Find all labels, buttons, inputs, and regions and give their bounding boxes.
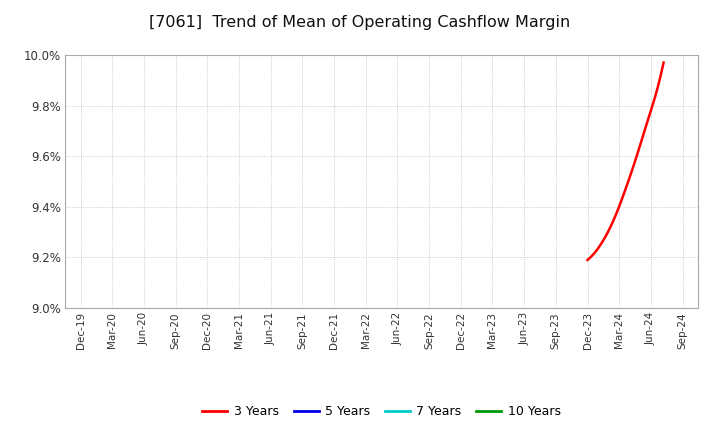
Text: [7061]  Trend of Mean of Operating Cashflow Margin: [7061] Trend of Mean of Operating Cashfl… <box>149 15 571 30</box>
Legend: 3 Years, 5 Years, 7 Years, 10 Years: 3 Years, 5 Years, 7 Years, 10 Years <box>197 400 566 423</box>
